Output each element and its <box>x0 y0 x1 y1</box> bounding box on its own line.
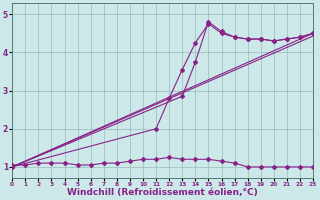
X-axis label: Windchill (Refroidissement éolien,°C): Windchill (Refroidissement éolien,°C) <box>67 188 258 197</box>
